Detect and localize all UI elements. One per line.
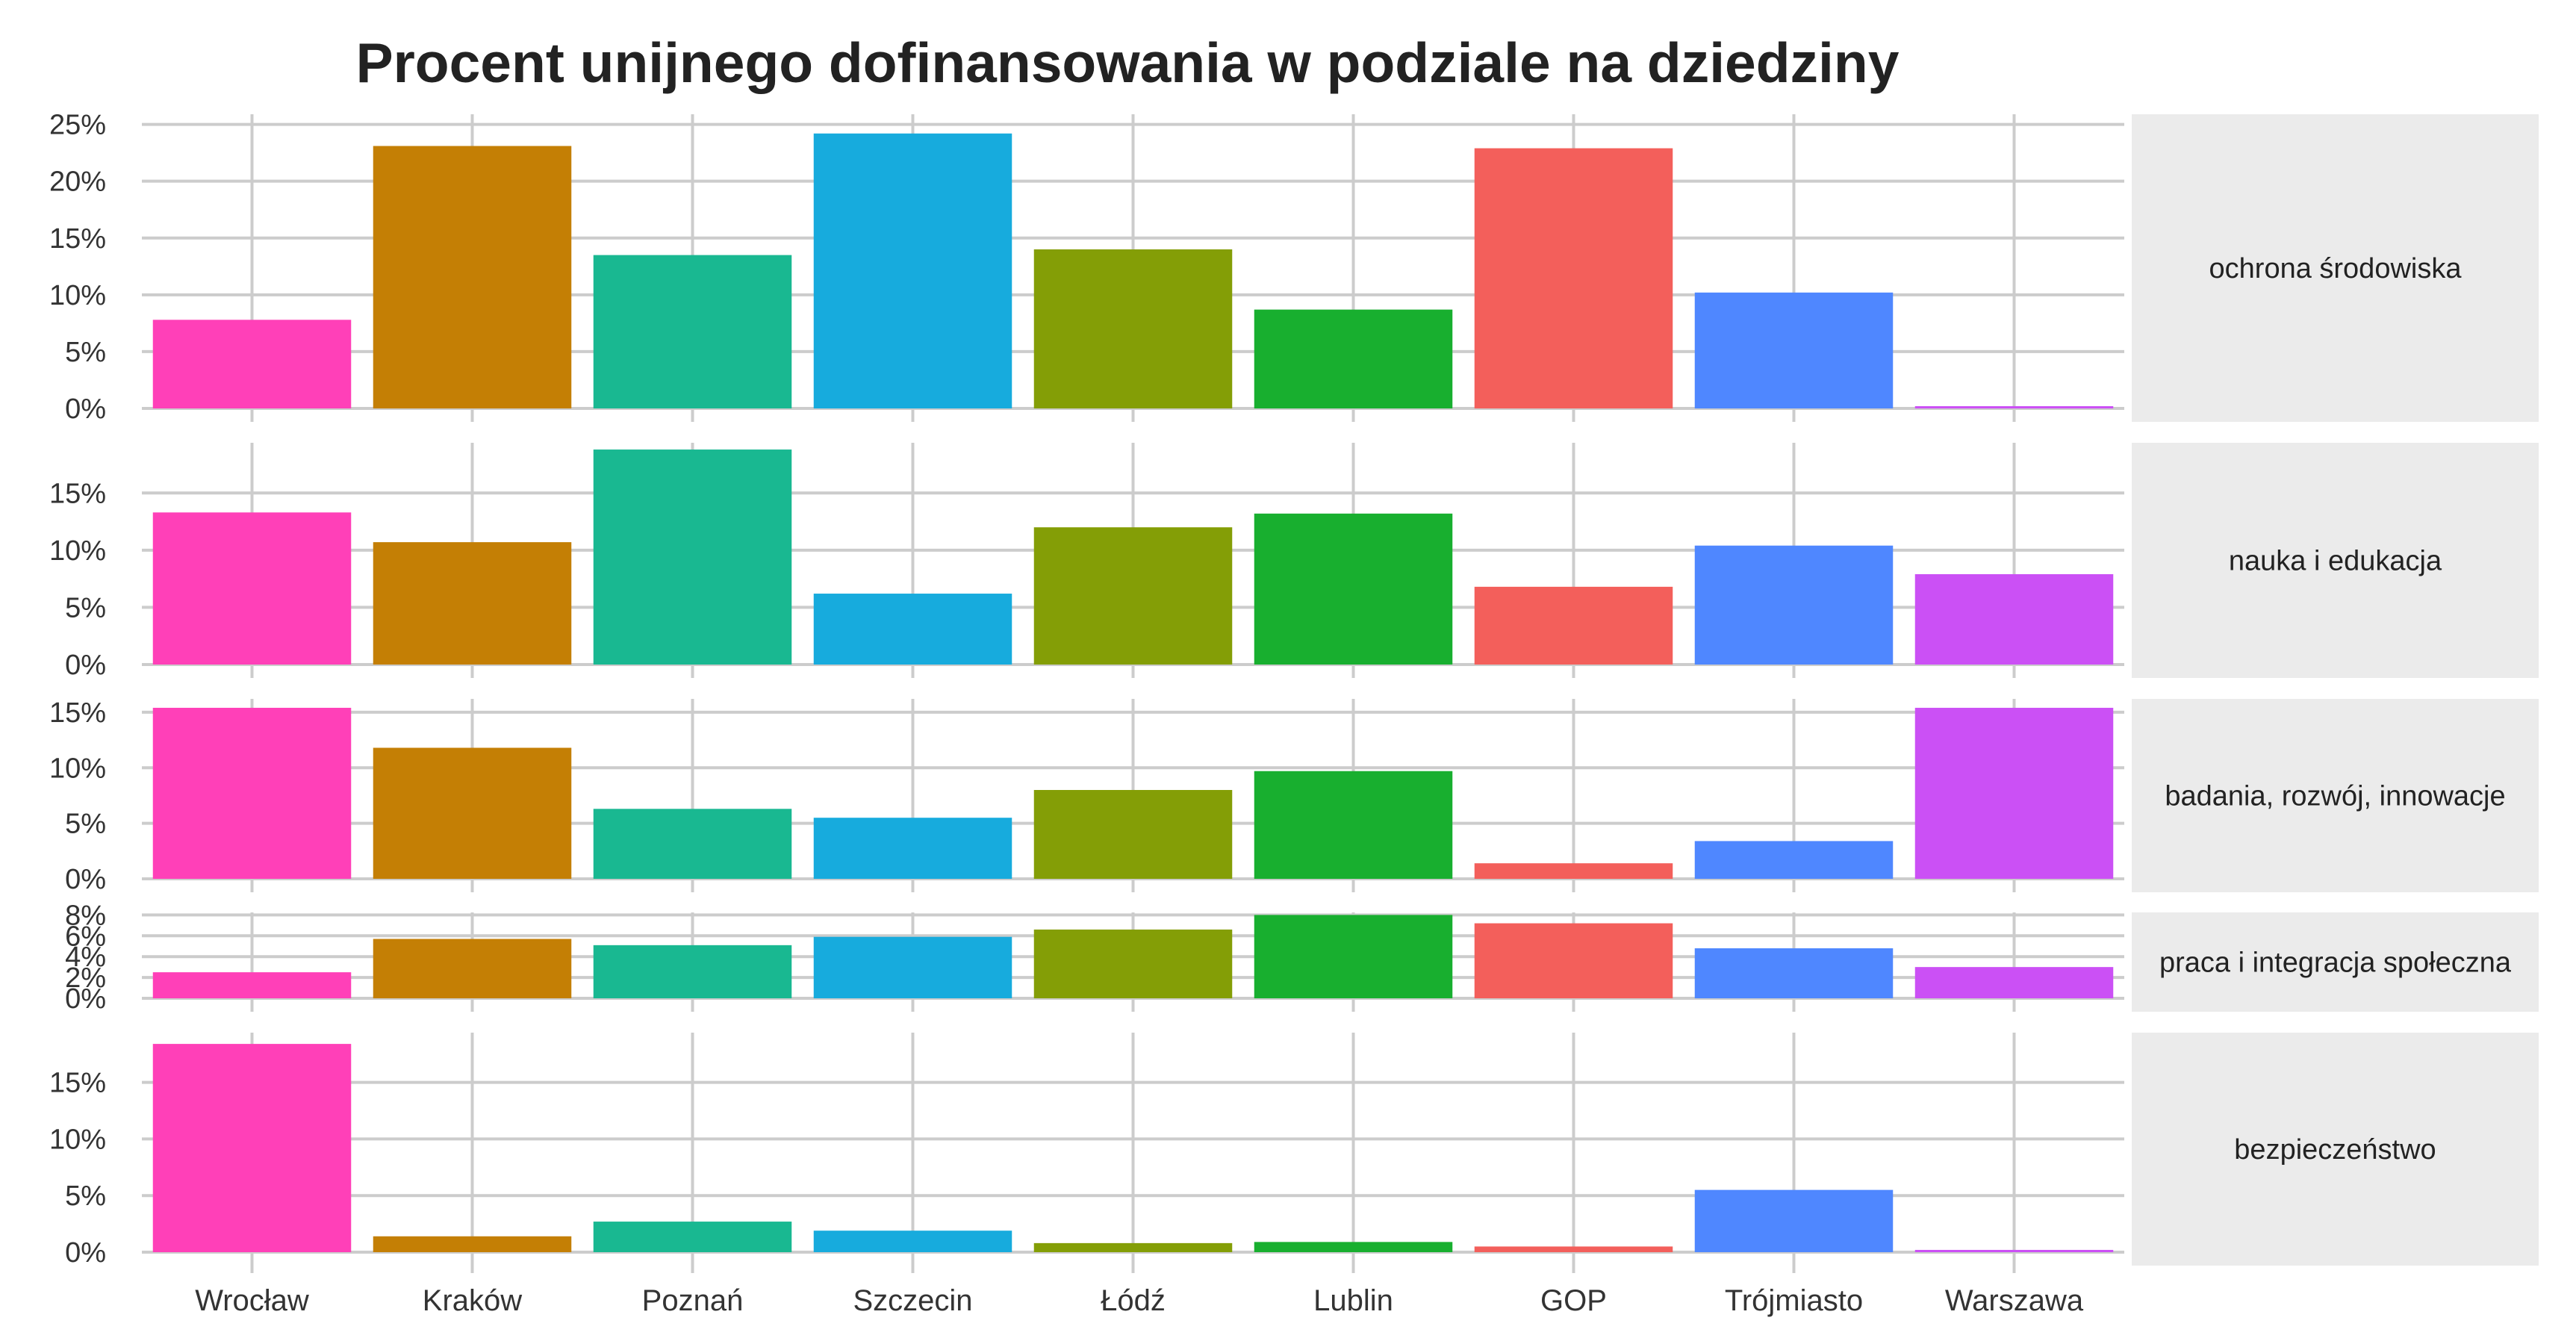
y-tick-label: 6% xyxy=(65,921,106,952)
x-tick-label: Lublin xyxy=(1313,1284,1393,1317)
facet-strip-label: badania, rozwój, innowacje xyxy=(2165,781,2505,812)
facet-strip-label: bezpieczeństwo xyxy=(2234,1134,2436,1166)
y-tick-label: 10% xyxy=(49,753,106,784)
x-tick-label: Warszawa xyxy=(1945,1284,2084,1317)
bar-trójmiasto xyxy=(1694,292,1894,408)
bar-kraków xyxy=(373,1236,572,1252)
bar-poznań xyxy=(593,809,792,879)
bar-łódź xyxy=(1033,929,1233,998)
bar-gop xyxy=(1474,863,1673,879)
bar-gop xyxy=(1474,148,1673,408)
y-tick-label: 4% xyxy=(65,942,106,973)
y-tick-label: 10% xyxy=(49,1124,106,1155)
y-tick-label: 0% xyxy=(65,983,106,1015)
bar-szczecin xyxy=(813,1231,1012,1252)
bar-szczecin xyxy=(813,594,1012,665)
x-tick-label: Kraków xyxy=(423,1284,522,1317)
bar-kraków xyxy=(373,542,572,665)
y-tick-label: 5% xyxy=(65,1180,106,1212)
bar-szczecin xyxy=(813,133,1012,408)
facet-strip xyxy=(2132,912,2539,1012)
y-tick-label: 0% xyxy=(65,864,106,895)
bar-kraków xyxy=(373,939,572,998)
facet-panel: 0% 5% 10% 15% bezpieczeństwo xyxy=(49,1033,2539,1269)
facet-strip-label: nauka i edukacja xyxy=(2229,546,2442,577)
y-tick-label: 8% xyxy=(65,900,106,931)
bar-łódź xyxy=(1033,527,1233,665)
bar-poznań xyxy=(593,255,792,408)
y-tick-label: 2% xyxy=(65,962,106,994)
y-tick-label: 15% xyxy=(49,697,106,729)
bar-wrocław xyxy=(152,512,352,665)
bar-lublin xyxy=(1254,915,1453,998)
x-tick-label: Wrocław xyxy=(195,1284,309,1317)
bar-łódź xyxy=(1033,1242,1233,1252)
y-tick-label: 10% xyxy=(49,535,106,567)
x-tick-label: Poznań xyxy=(642,1284,744,1317)
bar-gop xyxy=(1474,1246,1673,1252)
y-tick-label: 15% xyxy=(49,223,106,255)
y-tick-label: 5% xyxy=(65,337,106,368)
y-tick-label: 0% xyxy=(65,1237,106,1269)
y-tick-label: 10% xyxy=(49,280,106,311)
facet-panel: 0% 5% 10% 15% badania, rozwój, innowacje xyxy=(49,697,2539,895)
bar-łódź xyxy=(1033,790,1233,879)
bar-lublin xyxy=(1254,1242,1453,1252)
x-tick-label: GOP xyxy=(1540,1284,1607,1317)
bar-lublin xyxy=(1254,513,1453,665)
facet-panel: 0% 5% 10% 15% 20% 25% ochrona środowiska xyxy=(49,110,2539,425)
bar-warszawa xyxy=(1914,574,2114,665)
facet-panel: 0%2%4%6%8% praca i integracja społeczna xyxy=(65,900,2539,1015)
facet-strip-label: ochrona środowiska xyxy=(2209,253,2463,284)
facet-strip xyxy=(2132,699,2539,892)
bar-lublin xyxy=(1254,309,1453,408)
y-tick-label: 5% xyxy=(65,809,106,840)
bar-trójmiasto xyxy=(1694,948,1894,998)
bar-warszawa xyxy=(1914,707,2114,879)
y-tick-label: 0% xyxy=(65,650,106,681)
facet-strip xyxy=(2132,114,2539,422)
facet-strip-label: praca i integracja społeczna xyxy=(2159,948,2512,979)
bar-poznań xyxy=(593,945,792,998)
bar-poznań xyxy=(593,449,792,665)
y-tick-label: 0% xyxy=(65,393,106,425)
facet-panel: 0% 5% 10% 15% nauka i edukacja xyxy=(49,443,2539,681)
bar-lublin xyxy=(1254,771,1453,879)
x-axis: Wrocław Kraków Poznań Szczecin Łódź Lublin GOP… xyxy=(195,1266,2084,1317)
bar-trójmiasto xyxy=(1694,1189,1894,1252)
y-tick-label: 20% xyxy=(49,167,106,198)
facet-strip xyxy=(2132,1033,2539,1266)
bar-warszawa xyxy=(1914,1249,2114,1252)
x-tick-label: Trójmiasto xyxy=(1725,1284,1863,1317)
bar-wrocław xyxy=(152,707,352,879)
y-tick-label: 5% xyxy=(65,592,106,623)
bar-warszawa xyxy=(1914,967,2114,998)
bar-wrocław xyxy=(152,1044,352,1252)
bar-łódź xyxy=(1033,249,1233,408)
y-tick-label: 15% xyxy=(49,478,106,509)
bar-trójmiasto xyxy=(1694,841,1894,879)
facet-strip xyxy=(2132,443,2539,678)
x-tick-label: Szczecin xyxy=(853,1284,972,1317)
bar-wrocław xyxy=(152,972,352,998)
bar-trójmiasto xyxy=(1694,545,1894,665)
bar-wrocław xyxy=(152,320,352,408)
bar-warszawa xyxy=(1914,405,2114,408)
facet-panels: 0% 5% 10% 15% 20% 25% ochrona środowiska 0% 5% 10… xyxy=(49,110,2539,1269)
bar-kraków xyxy=(373,747,572,879)
bar-gop xyxy=(1474,586,1673,665)
bar-szczecin xyxy=(813,818,1012,879)
bar-kraków xyxy=(373,146,572,409)
bar-gop xyxy=(1474,923,1673,998)
x-tick-label: Łódź xyxy=(1101,1284,1166,1317)
y-tick-label: 15% xyxy=(49,1068,106,1099)
bar-poznań xyxy=(593,1222,792,1252)
chart-title: Procent unijnego dofinansowania w podzia… xyxy=(356,31,1900,94)
y-tick-label: 25% xyxy=(49,110,106,141)
bar-szczecin xyxy=(813,936,1012,998)
